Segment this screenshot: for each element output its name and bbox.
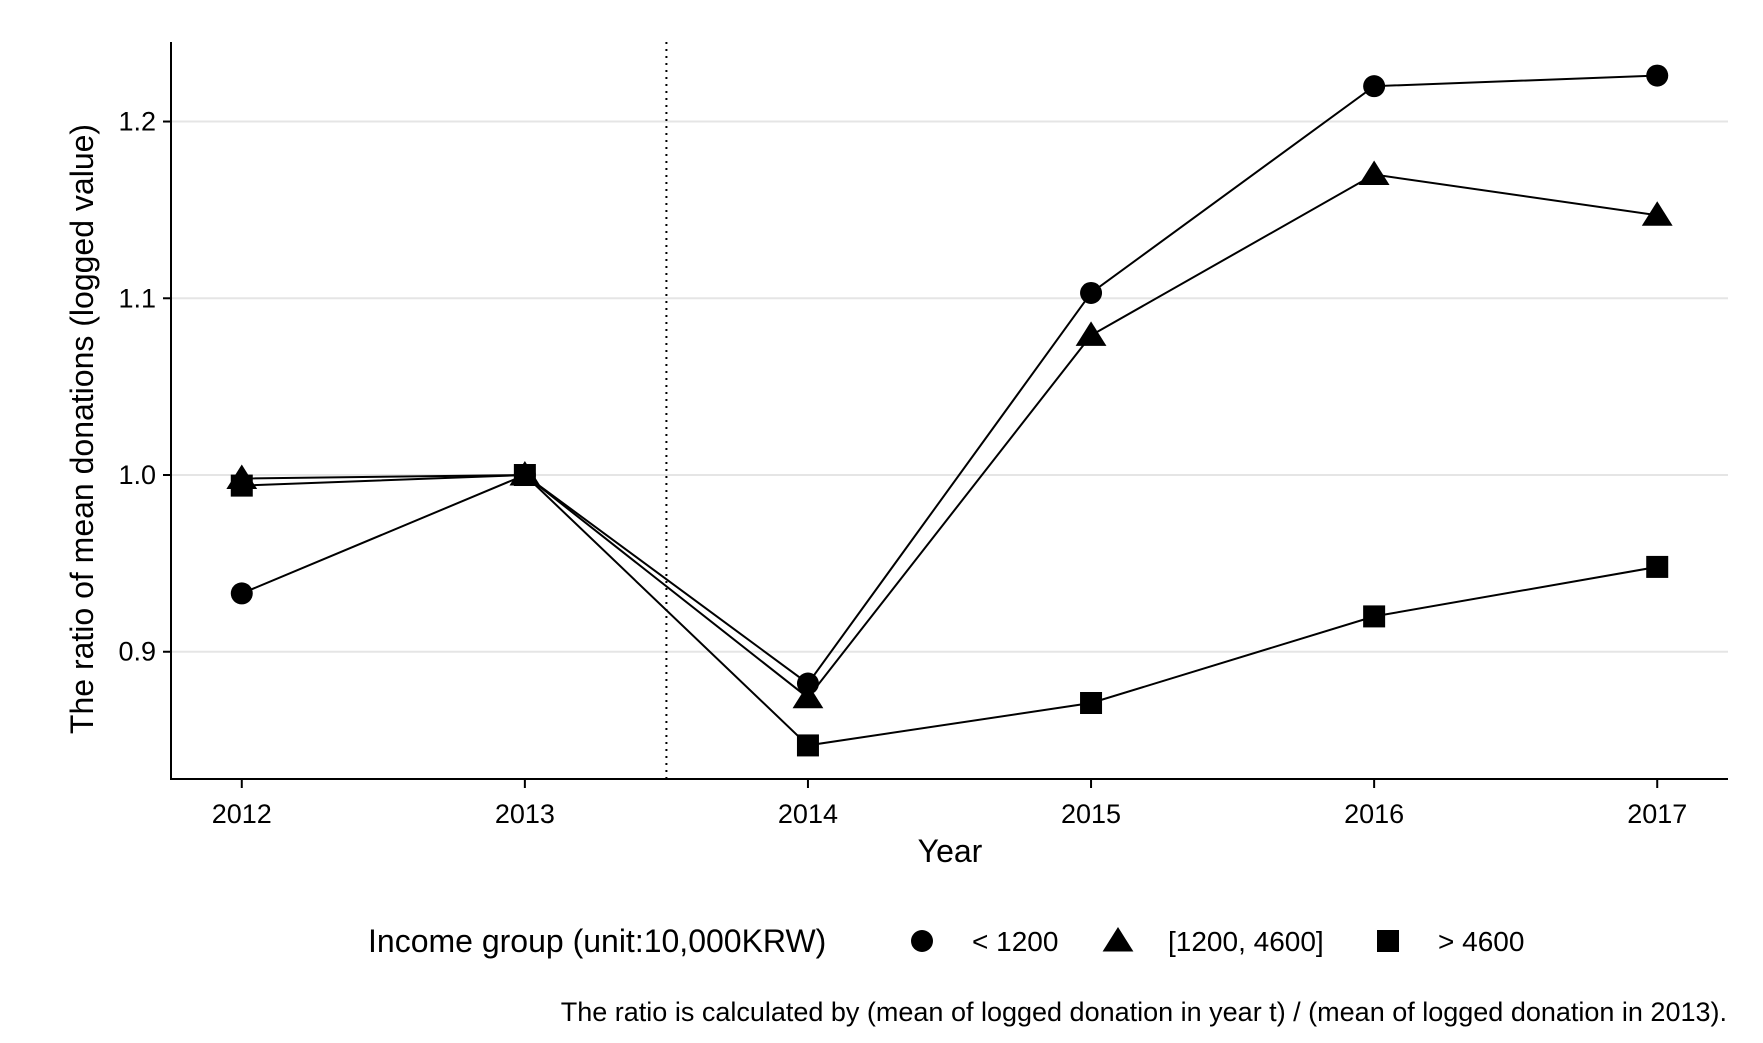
x-tick-label: 2015 [1061, 799, 1121, 829]
series-square [230, 464, 1669, 757]
axes [170, 42, 1728, 780]
legend-marker-square [1377, 930, 1399, 952]
y-tick-label: 1.2 [118, 107, 156, 137]
legend-title: Income group (unit:10,000KRW) [368, 923, 826, 959]
x-tick-label: 2014 [778, 799, 838, 829]
data-point-circle [1646, 64, 1669, 87]
x-ticks: 2012 2013 2014 2015 2016 2017 [212, 779, 1687, 829]
data-point-triangle [792, 683, 824, 709]
legend-marker-circle [911, 930, 933, 952]
legend-marker-triangle [1102, 927, 1134, 952]
y-tick-label: 0.9 [118, 637, 156, 667]
series-line [241, 173, 1658, 700]
data-point-square [513, 464, 536, 487]
data-point-circle [1080, 281, 1103, 304]
legend-label: < 1200 [972, 926, 1058, 957]
legend-label: > 4600 [1438, 926, 1524, 957]
legend-item: > 4600 [1377, 926, 1524, 957]
data-point-circle [230, 582, 253, 605]
legend-item: < 1200 [911, 926, 1058, 957]
y-axis-title: The ratio of mean donations (logged valu… [64, 124, 100, 734]
data-point-triangle [1075, 321, 1107, 346]
data-point-square [230, 474, 253, 497]
legend-item: [1200, 4600] [1102, 926, 1324, 957]
data-point-square [1363, 605, 1386, 628]
grid-lines [171, 120, 1728, 653]
data-point-square [1646, 555, 1669, 578]
x-tick-label: 2013 [495, 799, 555, 829]
caption-note: The ratio is calculated by (mean of logg… [561, 997, 1727, 1027]
legend: Income group (unit:10,000KRW) < 1200 [120… [368, 923, 1524, 959]
x-axis-title: Year [918, 833, 983, 869]
legend-label: [1200, 4600] [1168, 926, 1324, 957]
series-circle [230, 64, 1669, 695]
series-triangle [226, 160, 1673, 709]
y-tick-label: 1.1 [118, 283, 156, 313]
data-point-triangle [1641, 201, 1673, 226]
data-point-square [1080, 692, 1103, 715]
series-line [241, 74, 1658, 685]
y-ticks: 0.9 1.0 1.1 1.2 [118, 107, 171, 667]
data-point-circle [1363, 75, 1386, 98]
series-group [226, 64, 1673, 757]
x-tick-label: 2017 [1627, 799, 1687, 829]
data-point-triangle [1358, 160, 1390, 186]
x-tick-label: 2012 [212, 799, 272, 829]
y-tick-label: 1.0 [118, 460, 156, 490]
x-tick-label: 2016 [1344, 799, 1404, 829]
series-line [241, 473, 1658, 747]
data-point-square [796, 734, 819, 757]
legend-items: < 1200 [1200, 4600] > 4600 [911, 926, 1524, 957]
